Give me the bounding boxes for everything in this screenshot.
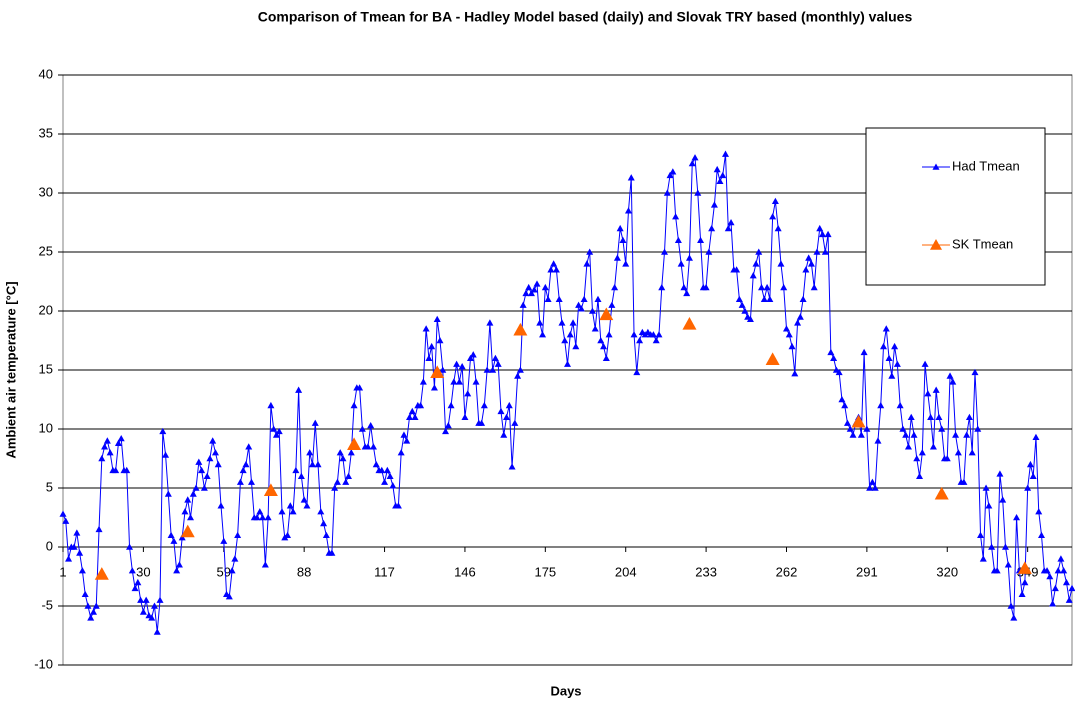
x-tick-label: 204 (615, 564, 637, 579)
x-tick-label: 88 (297, 564, 311, 579)
y-tick-label: 10 (39, 420, 53, 435)
x-tick-label: 233 (695, 564, 717, 579)
legend-box (866, 128, 1045, 285)
y-tick-label: 5 (46, 479, 53, 494)
y-tick-label: 25 (39, 243, 53, 258)
x-axis-label: Days (550, 683, 581, 698)
y-axis-label: Ambient air temperature [°C] (3, 281, 18, 458)
y-tick-label: -5 (41, 597, 53, 612)
y-tick-label: 35 (39, 125, 53, 140)
y-tick-label: -10 (34, 656, 53, 671)
legend-label: SK Tmean (952, 236, 1013, 251)
legend-label: Had Tmean (952, 158, 1020, 173)
chart-title: Comparison of Tmean for BA - Hadley Mode… (258, 9, 913, 25)
y-tick-label: 0 (46, 538, 53, 553)
y-tick-label: 40 (39, 66, 53, 81)
x-tick-label: 175 (534, 564, 556, 579)
y-tick-label: 30 (39, 184, 53, 199)
x-tick-label: 1 (59, 564, 66, 579)
x-tick-label: 30 (136, 564, 150, 579)
y-tick-label: 20 (39, 302, 53, 317)
x-tick-label: 291 (856, 564, 878, 579)
x-tick-label: 262 (776, 564, 798, 579)
x-tick-label: 320 (936, 564, 958, 579)
y-tick-label: 15 (39, 361, 53, 376)
x-tick-label: 59 (217, 564, 231, 579)
x-tick-label: 146 (454, 564, 476, 579)
x-tick-label: 117 (374, 564, 395, 579)
